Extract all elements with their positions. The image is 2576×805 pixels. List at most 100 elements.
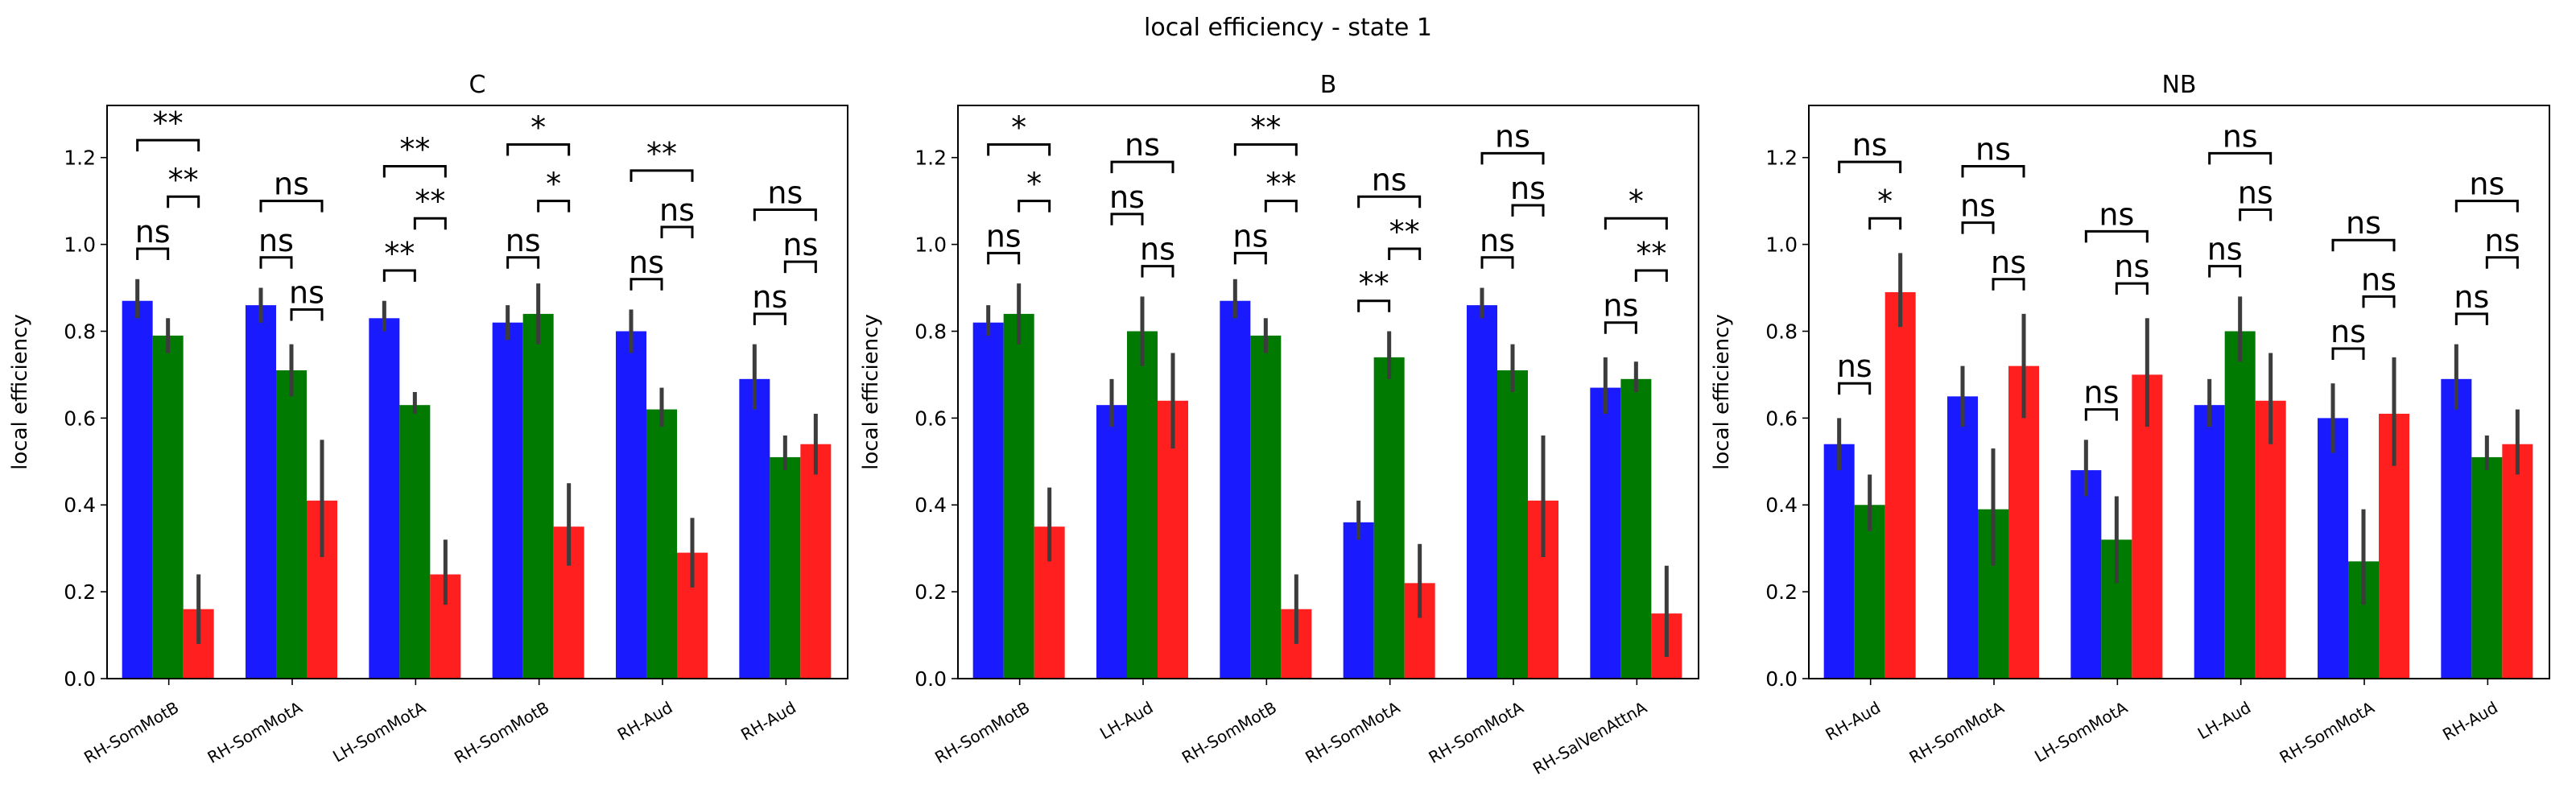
significance-bracket — [2115, 282, 2149, 295]
bar — [2255, 400, 2286, 679]
bar — [770, 456, 801, 679]
y-tick-label: 1.0 — [64, 233, 96, 257]
significance-bracket — [1511, 204, 1545, 217]
bar — [646, 409, 677, 679]
y-tick-label: 1.0 — [914, 233, 947, 257]
bar — [2224, 331, 2256, 679]
significance-label: ns — [1140, 232, 1175, 267]
significance-bracket — [1480, 256, 1514, 269]
significance-label: ns — [1991, 245, 2026, 280]
significance-label: ns — [782, 227, 818, 262]
significance-bracket — [753, 208, 817, 221]
bar — [522, 313, 554, 679]
significance-bracket — [537, 200, 571, 213]
significance-bracket — [1233, 143, 1298, 156]
significance-label: ns — [2238, 175, 2273, 210]
bar — [2441, 378, 2472, 679]
plot-frame — [106, 105, 848, 679]
significance-bracket — [630, 169, 694, 182]
significance-label: ns — [1975, 132, 2011, 167]
y-tick-label: 0.2 — [914, 580, 947, 604]
significance-label: ns — [2484, 223, 2520, 258]
significance-bracket — [987, 143, 1051, 156]
y-tick-label: 1.2 — [64, 147, 96, 170]
significance-label: ns — [1510, 171, 1546, 206]
significance-label: ** — [646, 136, 677, 171]
bar — [2502, 444, 2533, 679]
significance-bracket — [2084, 408, 2118, 421]
significance-label: ns — [274, 167, 309, 202]
significance-bracket — [506, 256, 540, 269]
significance-bracket — [2331, 238, 2396, 252]
significance-label: ns — [1480, 223, 1515, 258]
y-tick-label: 0.6 — [1765, 407, 1798, 430]
significance-bracket — [2454, 200, 2519, 213]
significance-bracket — [1357, 195, 1422, 208]
plot-frame — [957, 105, 1699, 679]
y-tick-label: 0.8 — [914, 320, 947, 343]
y-tick-label: 0.8 — [64, 320, 96, 343]
significance-bracket — [2485, 256, 2519, 269]
bar — [1590, 387, 1621, 679]
significance-label: ** — [1389, 214, 1420, 250]
significance-bracket — [1992, 278, 2025, 291]
significance-label: ns — [506, 223, 541, 258]
significance-label: ** — [1636, 236, 1666, 271]
significance-bracket — [2084, 229, 2149, 243]
significance-bracket — [1838, 160, 1902, 174]
significance-bracket — [259, 256, 293, 269]
y-tick-label: 0.0 — [64, 667, 96, 691]
y-axis-label: local efficiency — [859, 314, 883, 470]
bar — [1220, 300, 1251, 679]
significance-bracket — [2331, 347, 2365, 361]
significance-label: ns — [1960, 188, 1996, 224]
bar — [1497, 370, 1528, 679]
significance-label: ns — [2083, 375, 2119, 411]
significance-label: ** — [384, 236, 415, 271]
significance-bracket — [1264, 200, 1298, 213]
significance-label: ns — [289, 275, 324, 311]
y-tick-label: 1.2 — [1765, 147, 1798, 170]
figure-suptitle: local efficiency - state 1 — [1144, 14, 1432, 42]
significance-bracket — [2454, 312, 2488, 325]
significance-label: ** — [1250, 110, 1281, 146]
significance-bracket — [167, 195, 200, 208]
significance-label: ns — [629, 245, 664, 280]
panel-title: C — [469, 71, 486, 99]
significance-bracket — [136, 138, 200, 152]
bar — [1947, 396, 1978, 679]
significance-label: ** — [399, 132, 430, 167]
significance-bracket — [1018, 200, 1051, 213]
bar — [2194, 405, 2225, 679]
significance-bracket — [382, 165, 447, 178]
y-tick-label: 1.2 — [914, 147, 947, 170]
significance-label: ns — [2114, 249, 2149, 284]
significance-bracket — [1357, 299, 1391, 312]
significance-bracket — [1604, 217, 1668, 230]
significance-bracket — [1141, 265, 1174, 278]
significance-bracket — [1480, 151, 1545, 165]
significance-label: ns — [2361, 262, 2396, 297]
significance-label: * — [1877, 184, 1893, 219]
bar — [1127, 331, 1158, 679]
bar — [1467, 305, 1497, 679]
bar — [2070, 470, 2102, 679]
significance-bracket — [2362, 295, 2396, 308]
y-tick-label: 0.2 — [1765, 580, 1798, 604]
significance-label: ** — [153, 105, 184, 141]
y-tick-label: 0.6 — [914, 407, 947, 430]
y-tick-label: 0.4 — [1765, 493, 1798, 517]
bar — [1250, 335, 1282, 679]
significance-bracket — [660, 225, 694, 239]
significance-bracket — [382, 269, 416, 282]
significance-bracket — [2208, 151, 2273, 165]
significance-bracket — [783, 260, 817, 274]
significance-bracket — [1604, 321, 1637, 334]
y-tick-label: 1.0 — [1765, 233, 1798, 257]
significance-label: ns — [2454, 279, 2489, 315]
significance-bracket — [506, 143, 571, 156]
significance-label: ns — [258, 223, 294, 258]
bar — [1620, 378, 1652, 679]
